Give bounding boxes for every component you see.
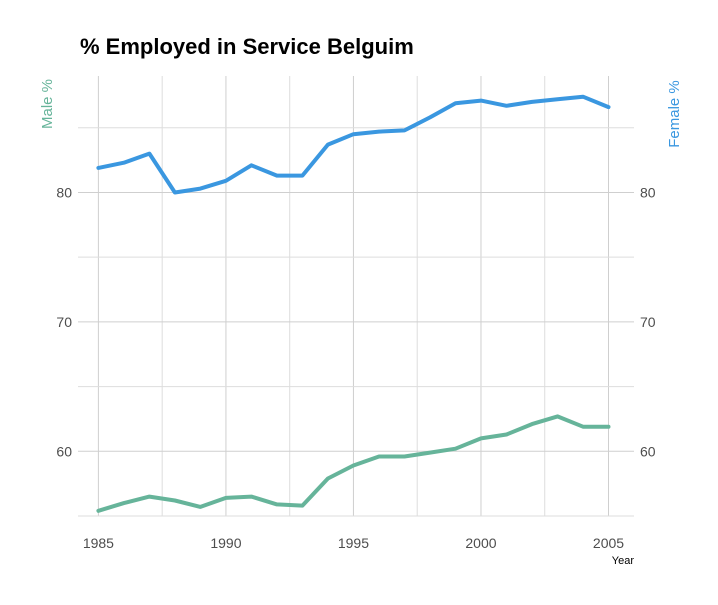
grid-layer xyxy=(78,76,634,517)
series-layer xyxy=(96,94,611,513)
y-tick-label-right: 80 xyxy=(640,184,656,200)
x-tick-label: 2005 xyxy=(593,535,624,551)
y-tick-label-left: 80 xyxy=(56,184,72,200)
x-tick-label: 1995 xyxy=(338,535,369,551)
y-tick-label-left: 60 xyxy=(56,443,72,459)
x-tick-label: 1990 xyxy=(210,535,241,551)
tick-layer: 1985 1990 1995 2000 2005 60 60 70 70 80 80 xyxy=(56,184,655,551)
y-tick-label-left: 70 xyxy=(56,314,72,330)
x-tick-label: 1985 xyxy=(83,535,114,551)
y-axis-title-left: Male % xyxy=(39,79,56,129)
series-line-male xyxy=(96,414,611,513)
series-line-female xyxy=(96,94,611,195)
y-axis-title-right: Female % xyxy=(666,80,683,148)
y-tick-label-right: 70 xyxy=(640,314,656,330)
x-tick-label: 2000 xyxy=(465,535,496,551)
y-tick-label-right: 60 xyxy=(640,443,656,459)
chart-title: % Employed in Service Belguim xyxy=(80,34,414,59)
x-axis-title: Year xyxy=(612,555,635,567)
